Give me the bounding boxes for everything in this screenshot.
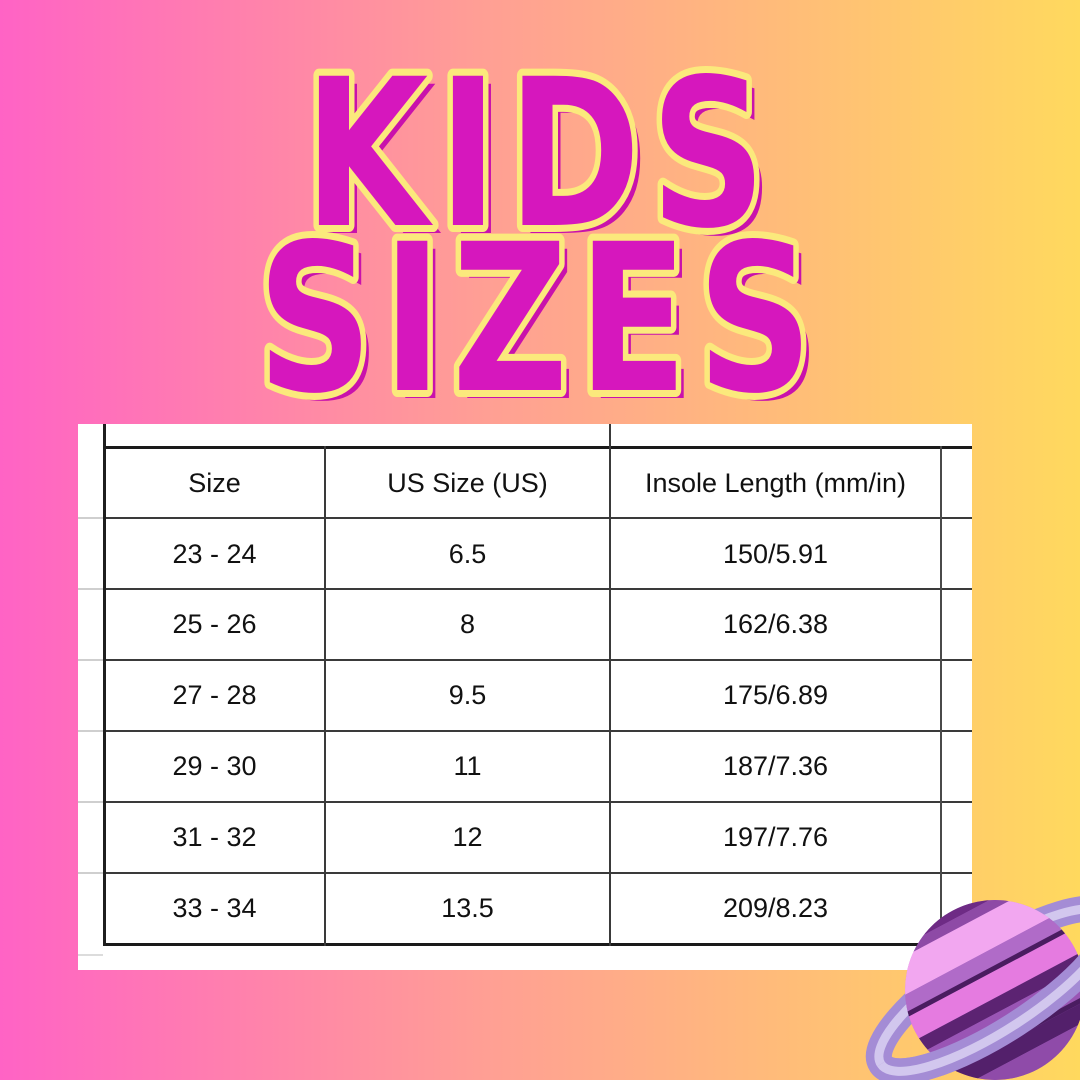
cell-insole-length: 187/7.36 (722, 751, 829, 781)
table-row: 29 - 30 11 187/7.36 (104, 732, 941, 801)
cell-size: 23 - 24 (172, 538, 257, 569)
gutter-gridline (78, 659, 103, 661)
cell-size: 33 - 34 (172, 893, 257, 923)
table-row-line (103, 588, 972, 590)
table-right-border (940, 446, 942, 946)
cell-us-size: 9.5 (448, 680, 487, 710)
table-header-row: Size US Size (US) Insole Length (mm/in) (104, 449, 941, 517)
cell-size: 29 - 30 (172, 751, 257, 781)
cell-insole-length: 209/8.23 (722, 893, 829, 923)
cell-us-size: 11 (453, 751, 482, 781)
saturn-planet-icon (865, 895, 1080, 1080)
table-row-line (103, 730, 972, 732)
gutter-gridline (78, 872, 103, 874)
table-row-line (103, 872, 972, 874)
title-line-1: KIDS (304, 36, 776, 274)
title-line-1-group: KIDS KIDS (298, 29, 784, 282)
table-row: 23 - 24 6.5 150/5.91 (104, 520, 941, 588)
table-left-border (103, 424, 106, 946)
header-size: Size (188, 467, 241, 498)
gutter-gridline (78, 801, 103, 803)
poster-title: KIDS KIDS SIZES SIZES (251, 29, 830, 420)
header-us-size: US Size (US) (387, 467, 548, 498)
gutter-gridline (78, 954, 103, 956)
table-row-line (103, 801, 972, 803)
title-line-2-shadow: SIZES (265, 209, 830, 420)
cell-size: 31 - 32 (172, 822, 257, 852)
cell-us-size: 8 (459, 609, 476, 639)
cell-size: 25 - 26 (172, 609, 257, 639)
table-row: 31 - 32 12 197/7.76 (104, 803, 941, 872)
table-row: 25 - 26 8 162/6.38 (104, 590, 941, 659)
header-insole-length: Insole Length (mm/in) (644, 467, 907, 498)
title-line-2: SIZES (257, 201, 822, 420)
cell-insole-length: 150/5.91 (722, 538, 829, 569)
table-column-line (609, 424, 611, 946)
table-row-line (103, 659, 972, 661)
cell-size: 27 - 28 (172, 680, 257, 710)
table-bottom-border (103, 943, 972, 946)
cell-us-size: 6.5 (448, 538, 487, 569)
cell-insole-length: 162/6.38 (722, 609, 829, 639)
gutter-gridline (78, 517, 103, 519)
table-top-border (103, 446, 972, 449)
table-row: 27 - 28 9.5 175/6.89 (104, 661, 941, 730)
cell-us-size: 13.5 (441, 893, 494, 923)
size-chart-card: Size US Size (US) Insole Length (mm/in) … (78, 424, 972, 970)
table-row-line (103, 517, 972, 519)
cell-us-size: 12 (452, 822, 483, 852)
table-column-line (324, 446, 326, 946)
title-line-1-shadow: KIDS (312, 44, 784, 282)
gutter-gridline (78, 730, 103, 732)
cell-insole-length: 197/7.76 (722, 822, 829, 852)
cell-insole-length: 175/6.89 (722, 680, 829, 710)
table-row: 33 - 34 13.5 209/8.23 (104, 874, 941, 943)
title-line-2-group: SIZES SIZES (251, 194, 830, 420)
gutter-gridline (78, 588, 103, 590)
